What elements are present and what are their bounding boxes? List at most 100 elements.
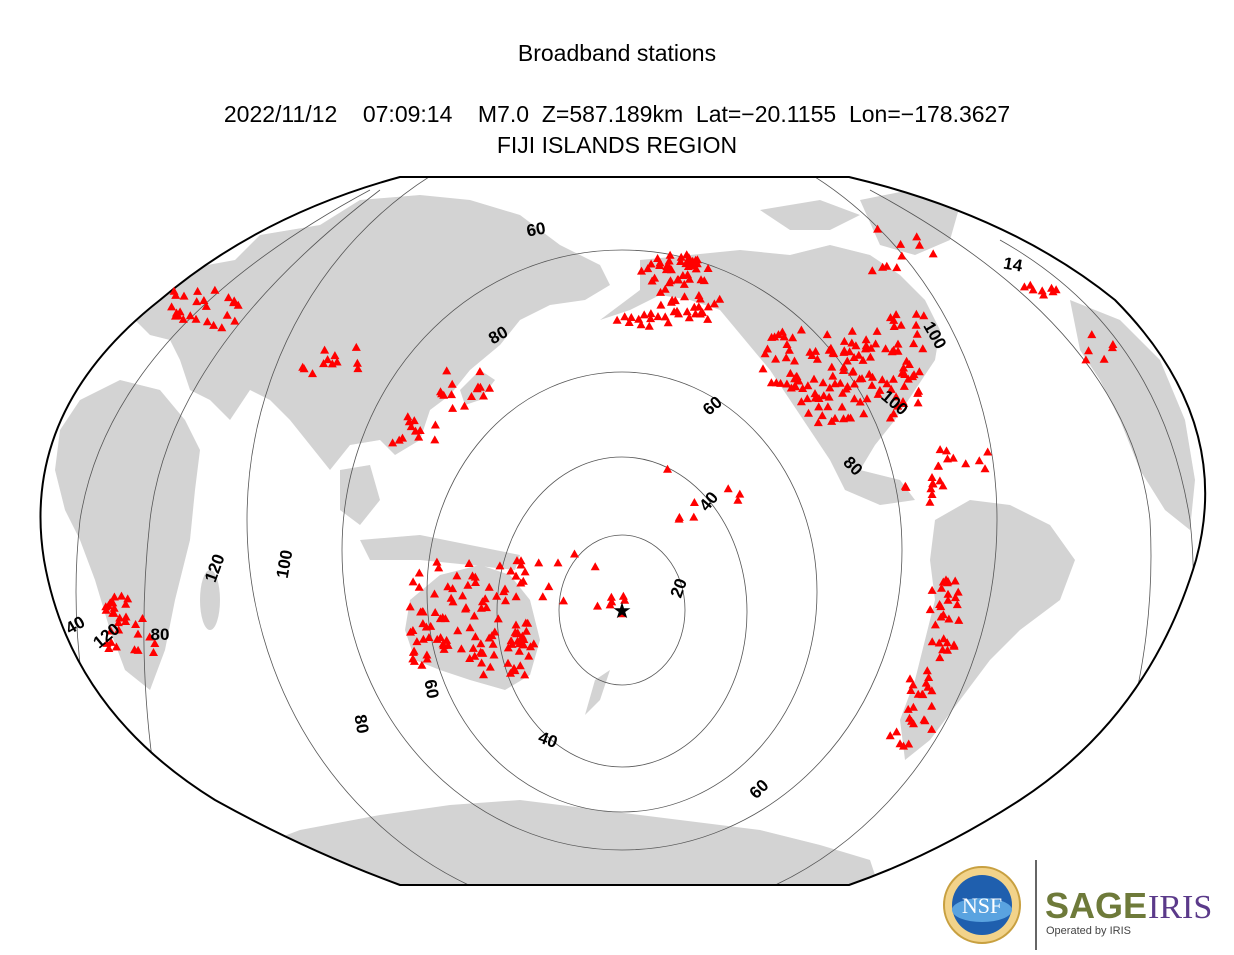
station-triangle-icon — [935, 653, 945, 662]
station-triangle-icon — [689, 512, 699, 521]
station-triangle-icon — [646, 309, 656, 318]
station-triangle-icon — [646, 314, 656, 323]
station-triangle-icon — [510, 627, 520, 636]
station-triangle-icon — [839, 362, 849, 371]
station-triangle-icon — [865, 352, 875, 361]
station-triangle-icon — [663, 464, 672, 473]
station-triangle-icon — [519, 635, 529, 643]
region-name: FIJI ISLANDS REGION — [496, 132, 738, 158]
station-triangle-icon — [503, 643, 513, 652]
station-triangle-icon — [835, 378, 845, 387]
station-triangle-icon — [108, 608, 118, 617]
station-triangle-icon — [942, 577, 952, 586]
station-triangle-icon — [877, 375, 887, 384]
station-triangle-icon — [660, 312, 670, 321]
station-triangle-icon — [514, 646, 524, 655]
station-triangle-icon — [784, 345, 794, 354]
station-triangle-icon — [173, 311, 183, 320]
station-triangle-icon — [458, 591, 468, 600]
station-triangle-icon — [405, 602, 415, 611]
station-triangle-icon — [925, 605, 935, 614]
station-triangle-icon — [895, 739, 905, 748]
station-triangle-icon — [230, 316, 240, 325]
station-triangle-icon — [859, 409, 869, 418]
station-triangle-icon — [670, 296, 680, 305]
station-triangle-icon — [921, 678, 931, 687]
station-triangle-icon — [673, 275, 683, 284]
station-triangle-icon — [900, 481, 910, 490]
station-triangle-icon — [131, 620, 141, 628]
station-triangle-icon — [443, 640, 453, 649]
station-triangle-icon — [626, 313, 636, 321]
station-triangle-icon — [1084, 346, 1093, 355]
station-triangle-icon — [327, 359, 337, 368]
station-triangle-icon — [509, 663, 519, 672]
station-triangle-icon — [886, 384, 896, 393]
station-triangle-icon — [909, 339, 919, 348]
station-triangle-icon — [777, 327, 787, 336]
station-triangle-icon — [882, 379, 892, 388]
station-triangle-icon — [873, 389, 883, 398]
event-info: 2022/11/12 07:09:14 M7.0 Z=587.189km Lat… — [223, 101, 1011, 127]
station-triangle-icon — [824, 392, 834, 401]
station-triangle-icon — [868, 372, 877, 381]
station-triangle-icon — [920, 716, 930, 725]
station-triangle-icon — [855, 397, 865, 406]
station-triangle-icon — [909, 719, 918, 728]
station-triangle-icon — [810, 389, 820, 398]
station-triangle-icon — [676, 257, 686, 265]
station-triangle-icon — [109, 603, 119, 612]
station-triangle-icon — [845, 347, 855, 356]
station-triangle-icon — [492, 591, 502, 600]
station-triangle-icon — [983, 447, 993, 456]
station-triangle-icon — [224, 293, 233, 302]
station-triangle-icon — [930, 620, 940, 629]
station-triangle-icon — [927, 637, 937, 646]
station-triangle-icon — [937, 583, 946, 592]
north-america-landmass — [600, 245, 940, 505]
station-triangle-icon — [453, 626, 463, 635]
station-triangle-icon — [448, 597, 458, 606]
station-triangle-icon — [785, 368, 795, 377]
station-triangle-icon — [470, 632, 480, 641]
station-triangle-icon — [493, 614, 503, 623]
station-triangle-icon — [898, 397, 908, 406]
station-triangle-icon — [590, 562, 600, 571]
station-triangle-icon — [822, 330, 832, 339]
station-triangle-icon — [636, 320, 646, 329]
station-triangle-icon — [495, 561, 505, 570]
station-triangle-icon — [911, 320, 921, 329]
station-triangle-icon — [691, 309, 700, 318]
station-triangle-icon — [904, 360, 914, 368]
station-triangle-icon — [927, 701, 937, 710]
station-triangle-icon — [452, 571, 462, 580]
station-triangle-icon — [179, 291, 189, 300]
station-triangle-icon — [849, 353, 859, 361]
station-triangle-icon — [104, 644, 114, 652]
station-triangle-icon — [332, 357, 342, 366]
station-triangle-icon — [512, 556, 522, 565]
station-triangle-icon — [417, 607, 427, 616]
station-triangle-icon — [660, 284, 670, 293]
station-triangle-icon — [351, 342, 361, 351]
station-triangle-icon — [434, 563, 444, 572]
station-triangle-icon — [192, 297, 202, 306]
station-triangle-icon — [150, 639, 160, 647]
station-triangle-icon — [209, 320, 219, 329]
station-triangle-icon — [1019, 282, 1029, 291]
station-triangle-icon — [353, 364, 363, 373]
station-triangle-icon — [897, 251, 907, 260]
station-triangle-icon — [210, 285, 220, 294]
station-triangle-icon — [463, 580, 473, 589]
station-triangle-icon — [507, 639, 517, 648]
station-triangle-icon — [961, 459, 971, 468]
station-triangle-icon — [643, 264, 653, 273]
station-triangle-icon — [115, 613, 125, 622]
station-triangle-icon — [699, 276, 709, 285]
station-triangle-icon — [430, 589, 439, 598]
station-triangle-icon — [644, 321, 654, 330]
station-triangle-icon — [476, 603, 486, 612]
station-triangle-icon — [637, 266, 646, 275]
station-triangle-icon — [912, 329, 922, 338]
station-triangle-icon — [121, 617, 131, 625]
